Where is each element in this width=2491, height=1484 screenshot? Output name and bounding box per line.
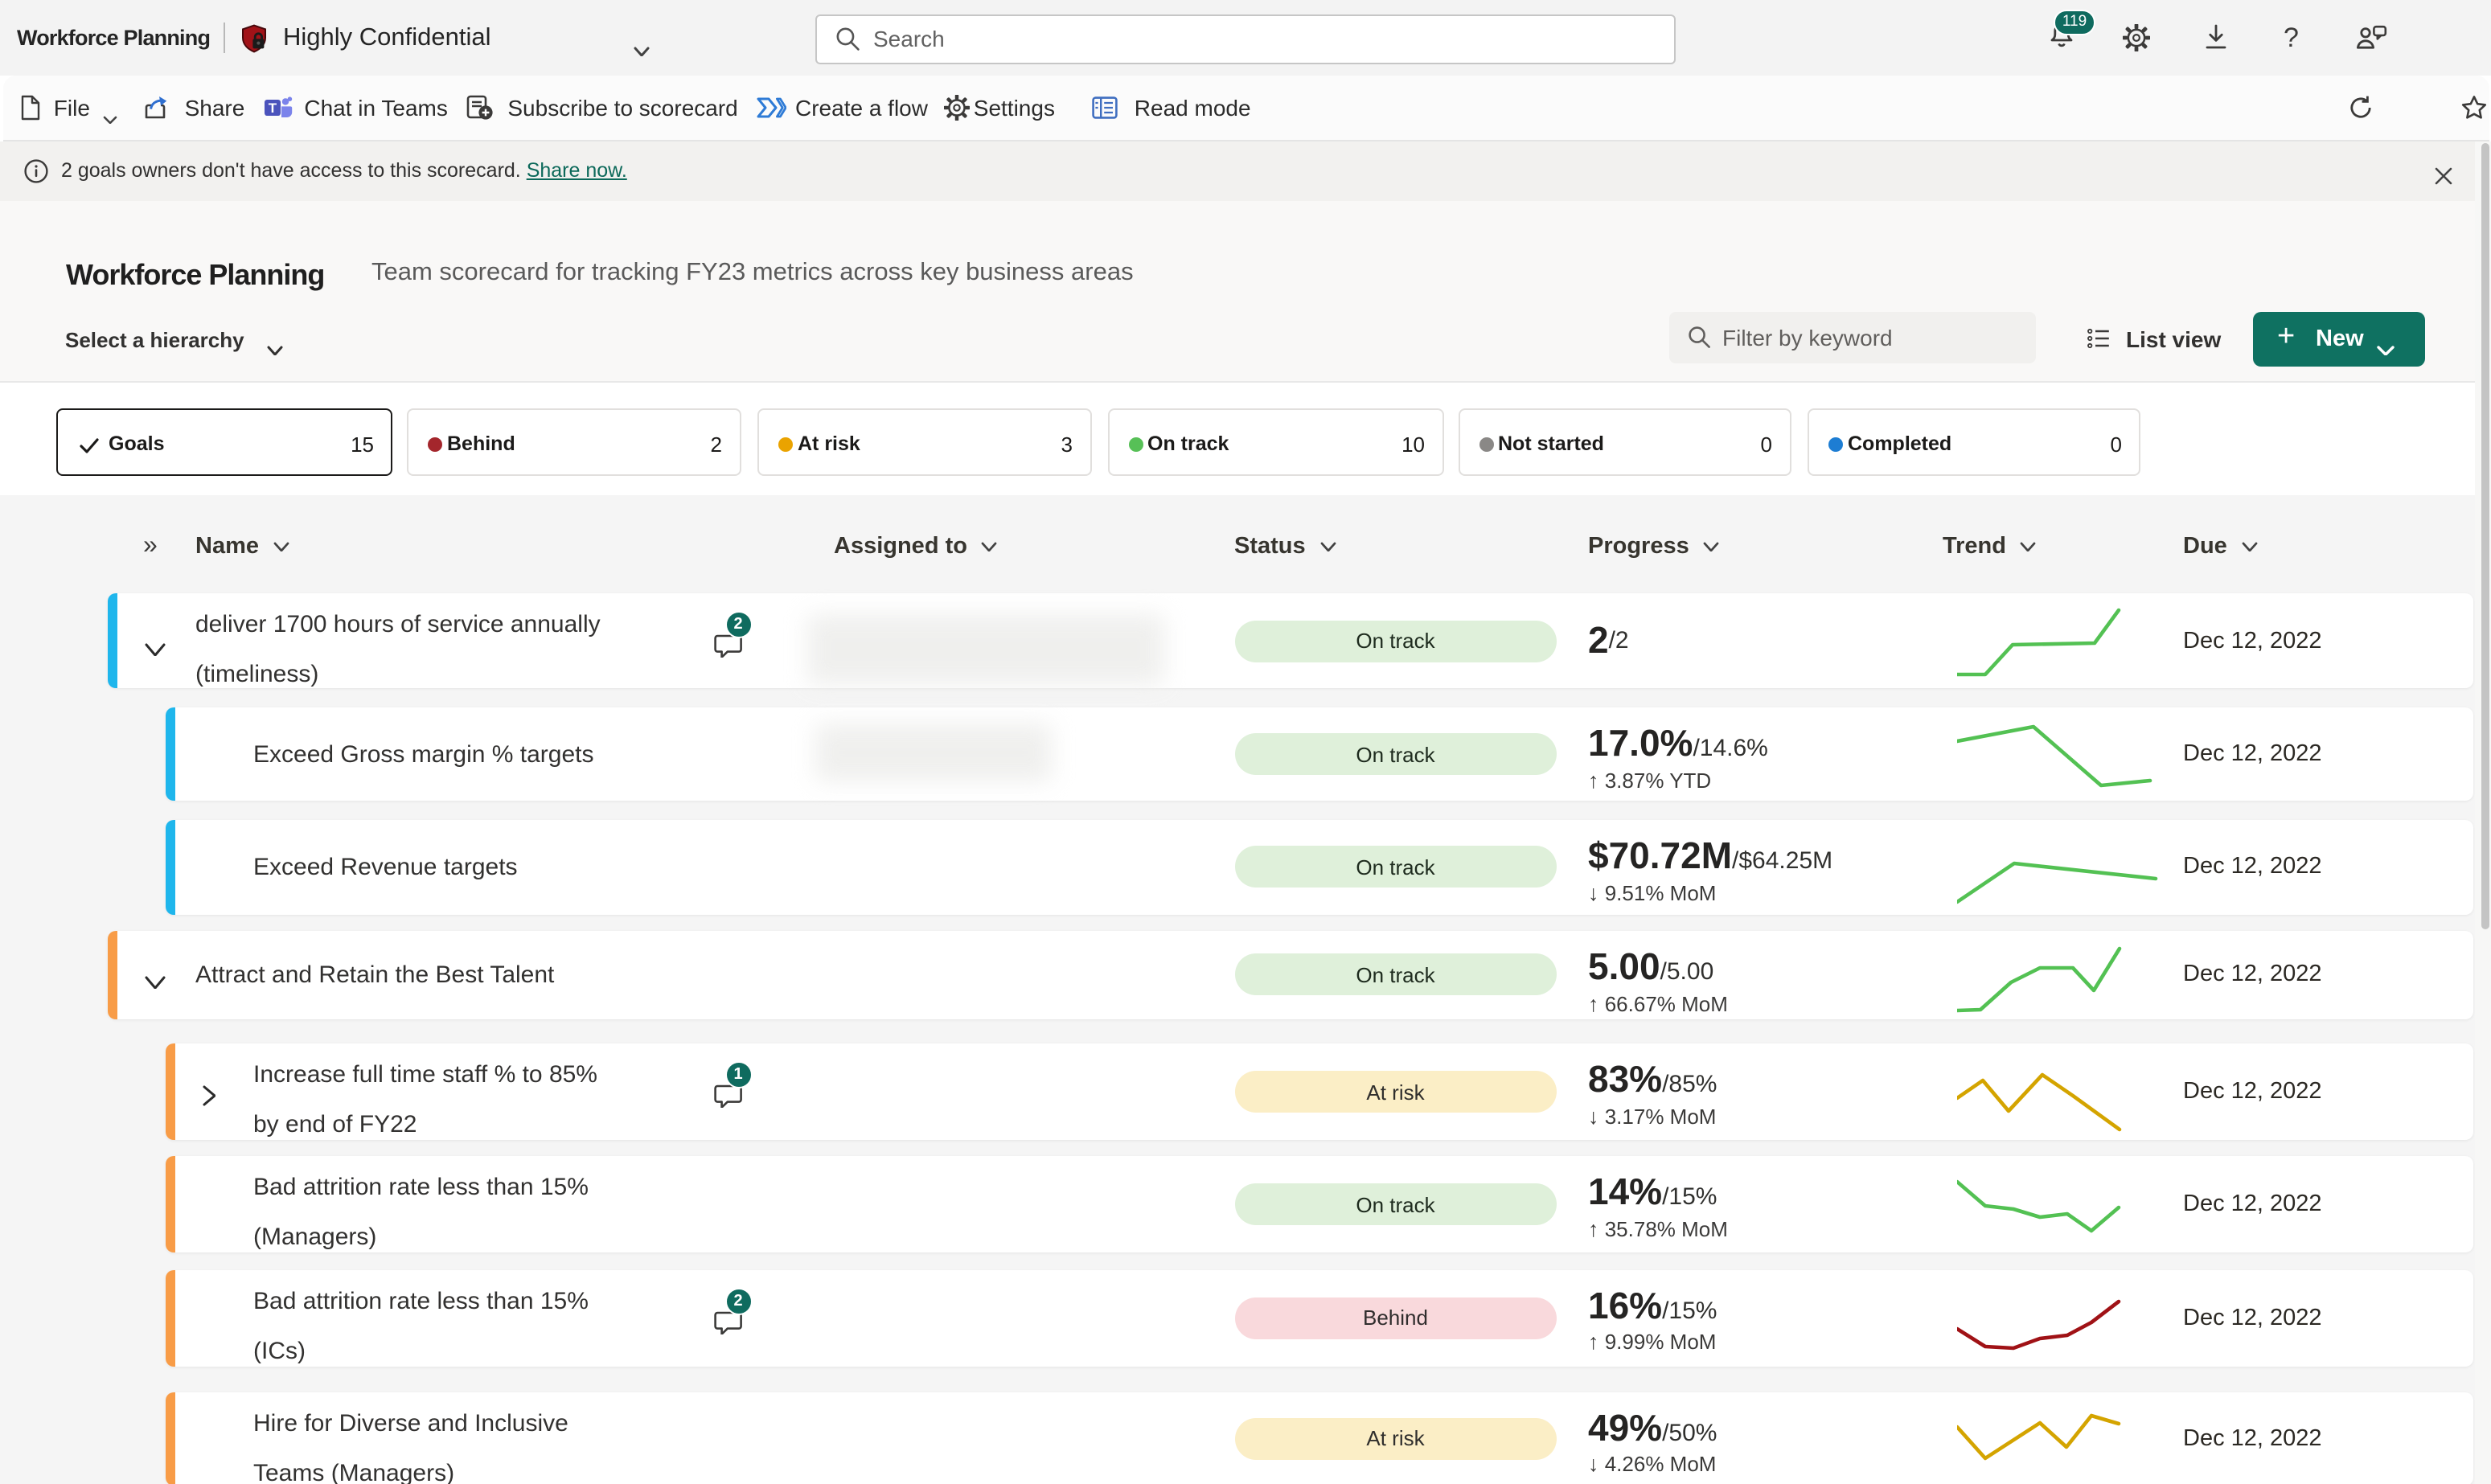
svg-text:T: T: [268, 100, 277, 116]
